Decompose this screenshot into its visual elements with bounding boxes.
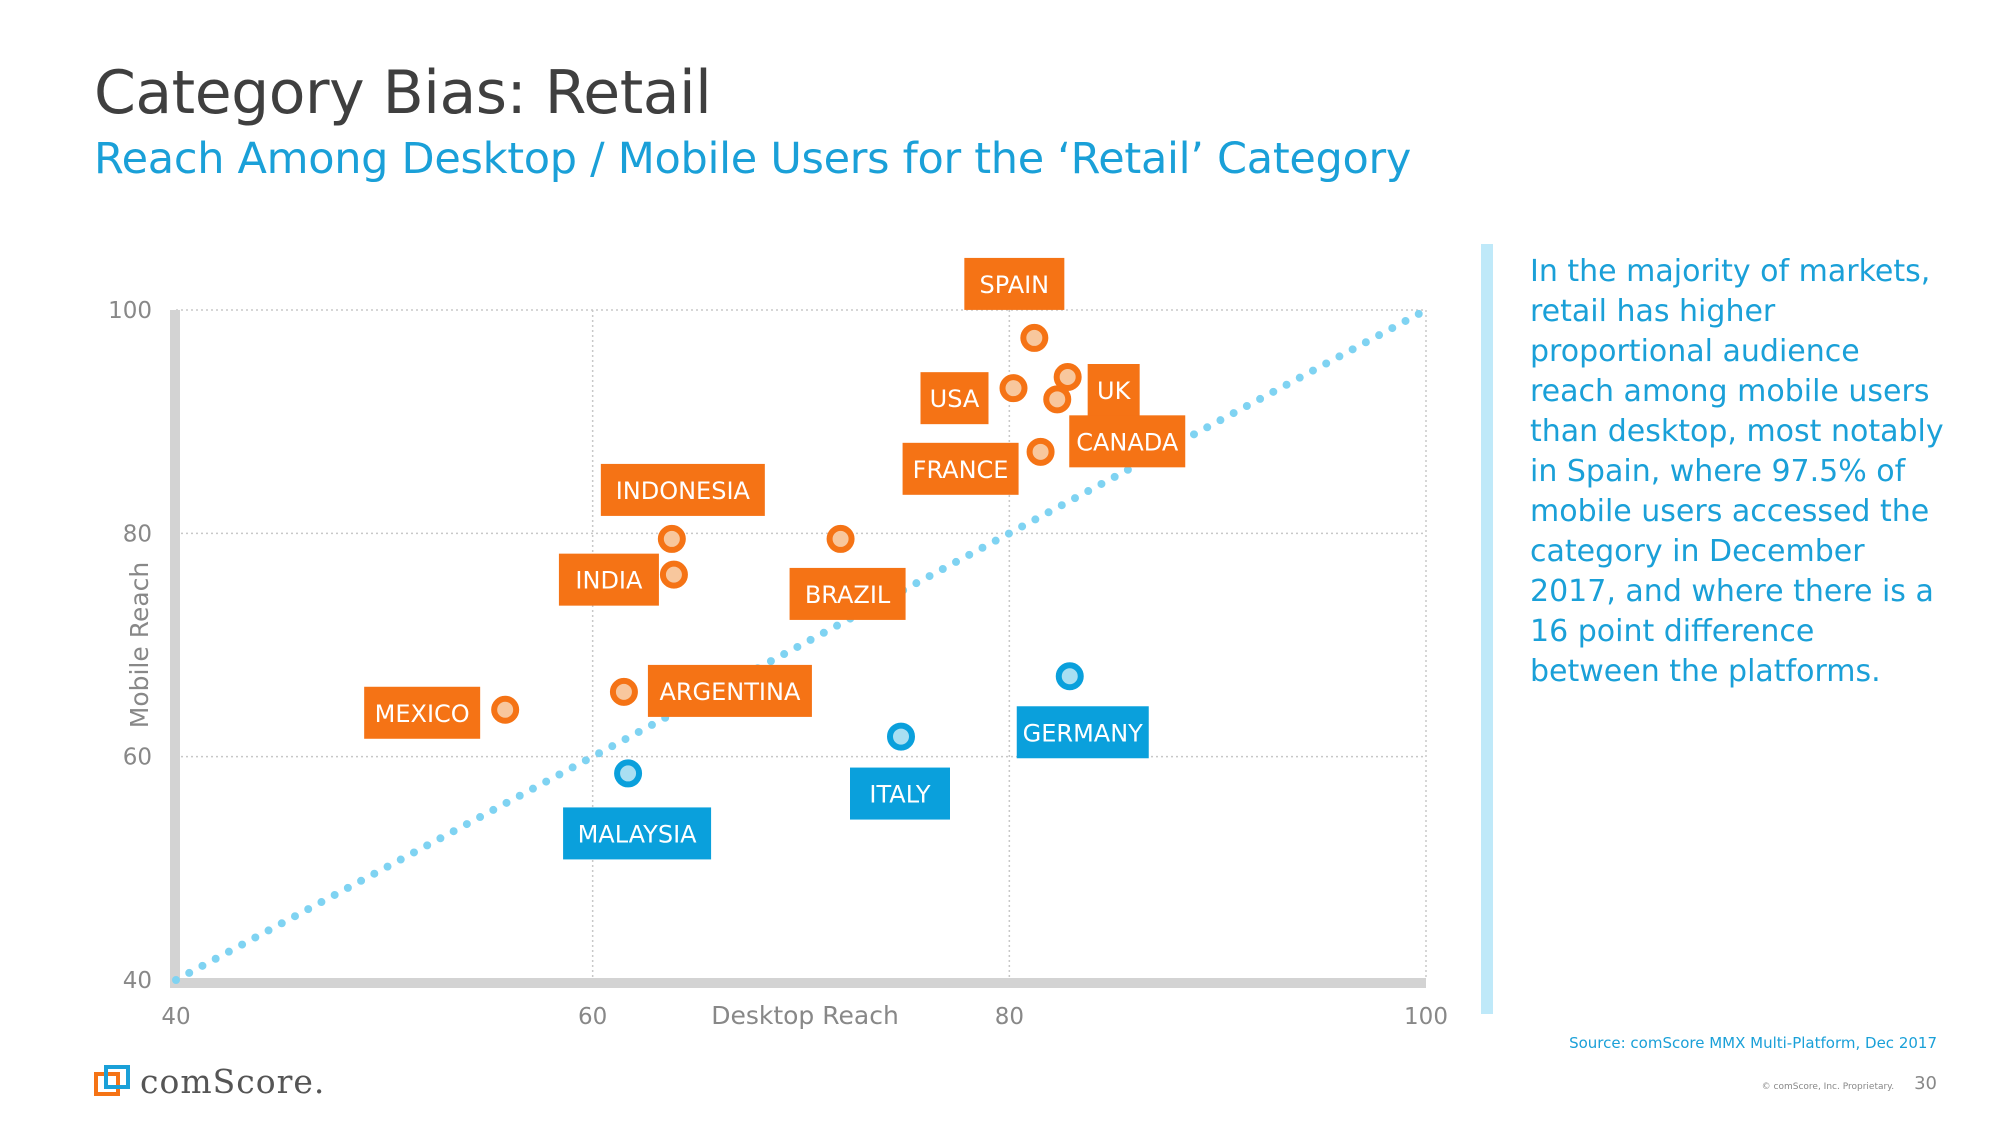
slide-subtitle: Reach Among Desktop / Mobile Users for t…: [94, 134, 1412, 184]
label-argentina: ARGENTINA: [647, 664, 812, 717]
label-indonesia: INDONESIA: [600, 463, 765, 516]
label-box-italy: [850, 767, 950, 820]
x-tick-80: 80: [995, 1004, 1024, 1030]
comscore-logo: comScore.: [94, 1062, 325, 1101]
label-text-usa: USA: [930, 385, 980, 413]
label-germany: GERMANY: [1016, 706, 1149, 759]
diagonal-line: [172, 306, 1430, 984]
label-text-italy: ITALY: [869, 781, 930, 809]
label-text-spain: SPAIN: [980, 271, 1050, 299]
label-box-germany: [1016, 706, 1149, 759]
label-text-mexico: MEXICO: [375, 700, 470, 728]
y-axis-title: Mobile Reach: [125, 562, 154, 729]
data-points: [491, 323, 1084, 788]
reference-diagonal: [172, 306, 1430, 984]
label-france: FRANCE: [902, 442, 1019, 495]
point-uk: [1053, 363, 1082, 391]
point-india: [659, 560, 688, 589]
comscore-logo-text: comScore.: [140, 1062, 326, 1101]
axes: 40 60 80 100 40 60 80 100 Desktop Reach Mobile Re…: [108, 298, 1448, 1030]
point-argentina: [609, 677, 638, 706]
divider-bar: [1481, 244, 1493, 1014]
point-germany: [1055, 662, 1084, 691]
point-mexico: [491, 695, 520, 724]
x-tick-40: 40: [161, 1004, 190, 1030]
x-tick-60: 60: [578, 1004, 607, 1030]
y-tick-40: 40: [123, 968, 152, 994]
point-brazil: [826, 524, 855, 553]
x-axis-line: [170, 978, 1426, 988]
label-box-uk: [1087, 364, 1140, 416]
label-box-usa: [920, 372, 989, 425]
y-tick-80: 80: [123, 521, 152, 547]
label-spain: SPAIN: [964, 257, 1065, 310]
label-box-mexico: [364, 686, 481, 739]
label-usa: USA: [920, 372, 989, 425]
label-mexico: MEXICO: [364, 686, 481, 739]
point-italy: [887, 722, 915, 751]
point-france: [1026, 437, 1055, 466]
source-note: Source: comScore MMX Multi-Platform, Dec…: [1569, 1034, 1937, 1052]
label-malaysia: MALAYSIA: [563, 807, 712, 860]
label-box-india: [558, 553, 659, 606]
label-india: INDIA: [558, 553, 659, 606]
footer: © comScore, Inc. Proprietary. 30: [1762, 1073, 1937, 1094]
label-text-india: INDIA: [575, 567, 643, 595]
label-text-argentina: ARGENTINA: [659, 678, 801, 706]
page-number: 30: [1914, 1073, 1937, 1094]
label-text-canada: CANADA: [1076, 428, 1179, 456]
label-text-france: FRANCE: [913, 456, 1009, 484]
label-text-malaysia: MALAYSIA: [578, 820, 698, 848]
x-axis-title: Desktop Reach: [711, 1001, 899, 1030]
point-canada: [1043, 385, 1072, 414]
label-box-spain: [964, 257, 1065, 310]
point-indonesia: [657, 524, 686, 553]
copyright-text: © comScore, Inc. Proprietary.: [1761, 1082, 1895, 1092]
label-box-argentina: [647, 664, 812, 717]
label-canada: CANADA: [1069, 415, 1186, 468]
label-text-brazil: BRAZIL: [805, 581, 891, 609]
point-spain: [1020, 323, 1049, 352]
slide-title: Category Bias: Retail: [94, 58, 712, 128]
label-brazil: BRAZIL: [789, 567, 906, 620]
label-box-france: [902, 442, 1019, 495]
label-box-malaysia: [563, 807, 712, 860]
label-text-indonesia: INDONESIA: [616, 477, 751, 505]
label-italy: ITALY: [850, 767, 950, 820]
point-usa: [999, 374, 1028, 403]
y-axis-line: [170, 310, 180, 985]
y-tick-100: 100: [108, 298, 152, 324]
label-text-uk: UK: [1097, 377, 1132, 405]
label-text-germany: GERMANY: [1023, 719, 1144, 747]
commentary-text: In the majority of markets, retail has h…: [1530, 254, 1944, 689]
x-tick-100: 100: [1404, 1004, 1448, 1030]
label-box-brazil: [789, 567, 906, 620]
point-malaysia: [614, 759, 643, 788]
scatter-chart: 40 60 80 100 40 60 80 100 Desktop Reach Mobile Re…: [108, 257, 1448, 1030]
grid: [176, 309, 1427, 980]
country-labels: SPAIN UK USA CANADA FRANCE INDONESIA INDIA BRAZ…: [364, 257, 1186, 860]
label-uk: UK: [1087, 364, 1140, 416]
y-tick-60: 60: [123, 745, 152, 771]
comscore-logo-icon: [94, 1064, 130, 1096]
label-box-indonesia: [600, 463, 765, 516]
label-box-canada: [1069, 415, 1186, 468]
